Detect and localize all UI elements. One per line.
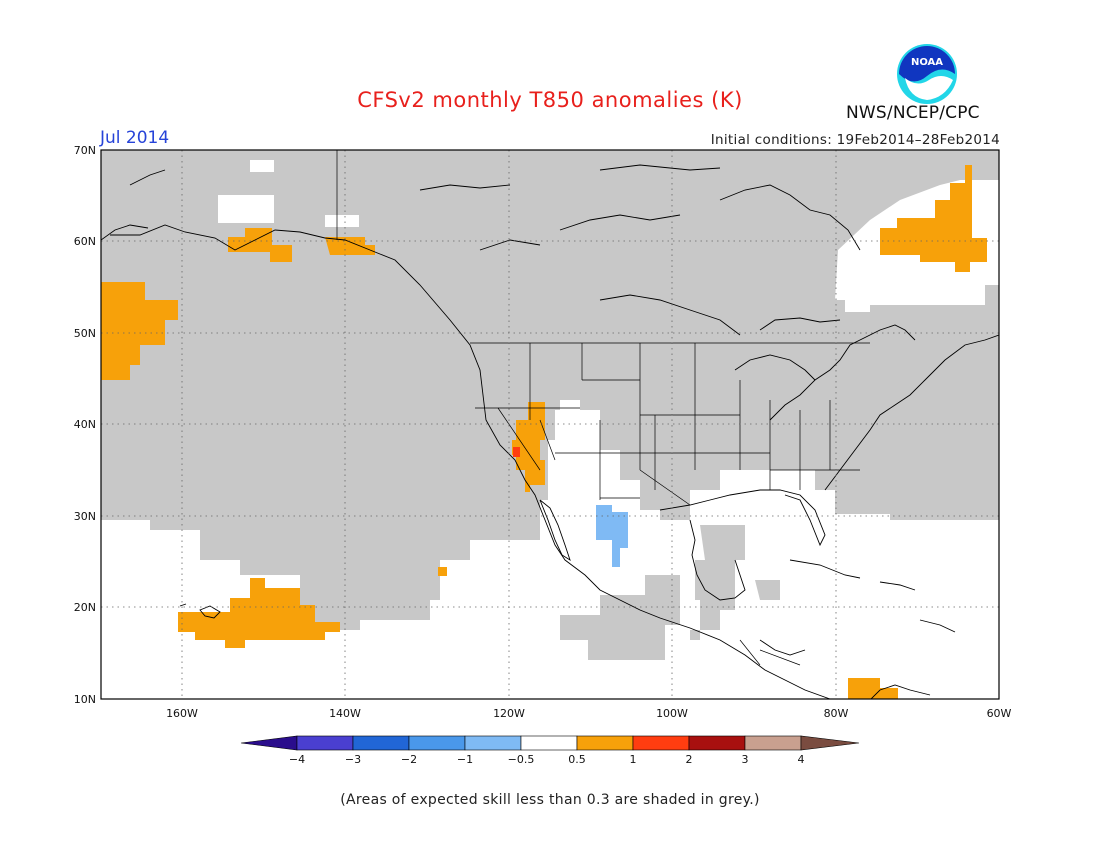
lat-label: 30N: [74, 510, 96, 523]
colorbar-tick: 3: [742, 753, 749, 766]
warm-anomaly-areas: [101, 165, 987, 699]
lat-labels: 70N 60N 50N 40N 30N 20N 10N: [74, 144, 96, 706]
strong-warm-anomaly: [513, 447, 520, 457]
state-borders: [336, 150, 870, 666]
colorbar-tick: 0.5: [568, 753, 586, 766]
lon-labels: 160W 140W 120W 100W 80W 60W: [166, 707, 1011, 720]
colorbar-tick: 2: [686, 753, 693, 766]
colorbar-tick: −2: [401, 753, 417, 766]
lon-label: 80W: [824, 707, 849, 720]
lat-label: 70N: [74, 144, 96, 157]
cool-anomaly-area: [596, 505, 628, 567]
colorbar-bin: [744, 735, 802, 751]
skill-footnote: (Areas of expected skill less than 0.3 a…: [340, 792, 760, 808]
colorbar-tick: 4: [798, 753, 805, 766]
low-skill-grey-area: [101, 150, 999, 660]
colorbar-arrow-high: [800, 735, 860, 751]
organization-label: NWS/NCEP/CPC: [846, 103, 980, 123]
initial-conditions: Initial conditions: 19Feb2014–28Feb2014: [710, 132, 1000, 148]
colorbar-tick: −3: [345, 753, 361, 766]
colorbar-bin: [576, 735, 634, 751]
lon-label: 140W: [329, 707, 361, 720]
lat-label: 50N: [74, 327, 96, 340]
colorbar-bin: [688, 735, 746, 751]
colorbar-bin: [352, 735, 410, 751]
lon-label: 100W: [656, 707, 688, 720]
graticule: [101, 150, 999, 699]
lat-label: 60N: [74, 235, 96, 248]
colorbar-bin: [464, 735, 522, 751]
colorbar-tick: −1: [457, 753, 473, 766]
colorbar: [240, 735, 860, 751]
forecast-month: Jul 2014: [100, 128, 170, 148]
map-frame: [100, 149, 1000, 700]
colorbar-bin: [632, 735, 690, 751]
colorbar-bin: [296, 735, 354, 751]
lon-label: 160W: [166, 707, 198, 720]
colorbar-bin: [520, 735, 578, 751]
noaa-logo: NOAA: [895, 42, 959, 110]
lat-label: 40N: [74, 418, 96, 431]
chart-title: CFSv2 monthly T850 anomalies (K): [357, 88, 743, 112]
colorbar-ticks: −4 −3 −2 −1 −0.5 0.5 1 2 3 4: [289, 753, 805, 766]
colorbar-bin: [408, 735, 466, 751]
colorbar-arrow-low: [240, 735, 298, 751]
lon-label: 120W: [493, 707, 525, 720]
colorbar-tick: −4: [289, 753, 305, 766]
colorbar-tick: −0.5: [508, 753, 535, 766]
logo-text: NOAA: [911, 57, 943, 68]
lat-label: 10N: [74, 693, 96, 706]
southwest-clear-area: [555, 410, 640, 520]
lon-label: 60W: [987, 707, 1012, 720]
colorbar-tick: 1: [630, 753, 637, 766]
lat-label: 20N: [74, 601, 96, 614]
coastlines: [101, 164, 999, 699]
